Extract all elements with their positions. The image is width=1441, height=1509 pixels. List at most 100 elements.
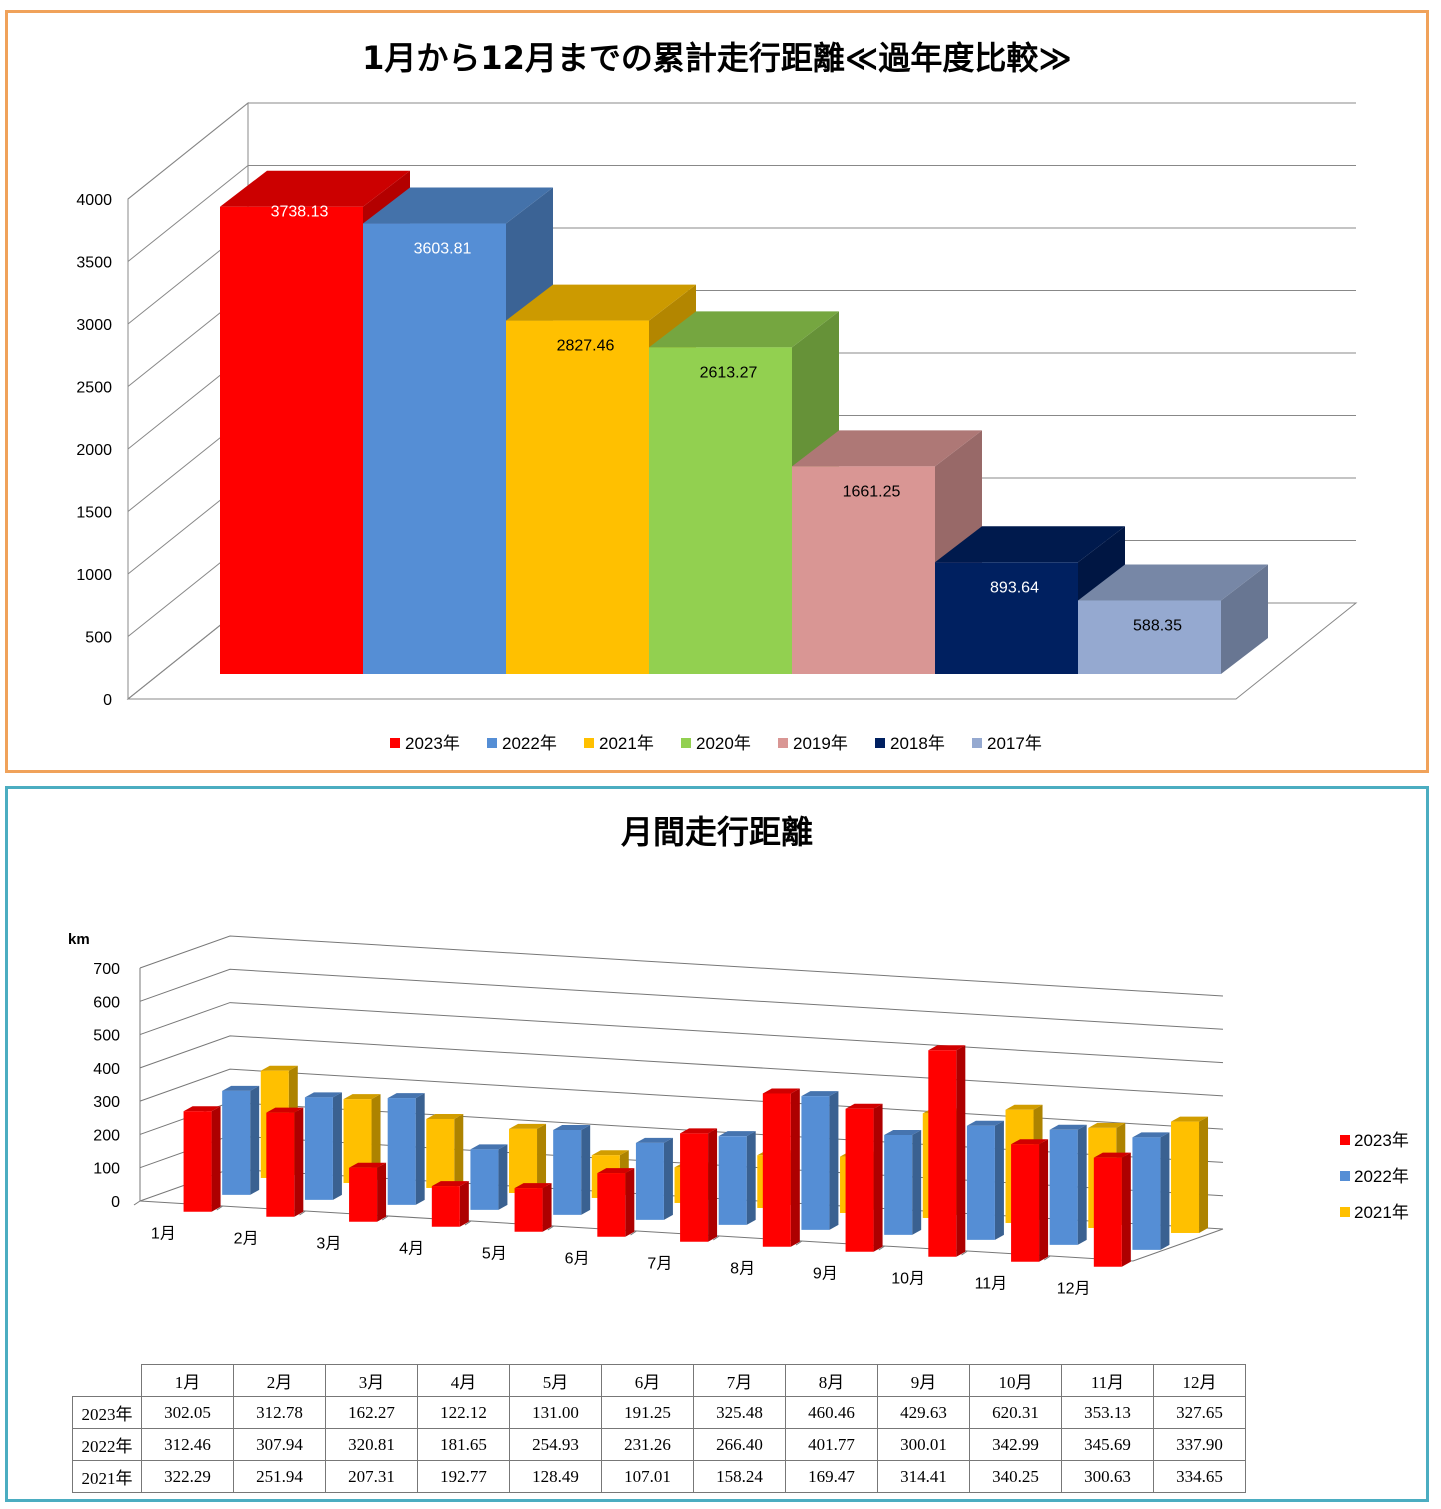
bar [387,1098,416,1205]
bar [1011,1144,1040,1262]
bar [514,1188,543,1232]
bar [966,1125,995,1240]
x-tick-label: 9月 [813,1266,838,1283]
y-tick-label: 0 [111,1194,120,1211]
bar [801,1096,830,1230]
legend-label: 2020年 [696,734,751,753]
table-cell: 302.05 [141,1396,234,1429]
bar [635,1142,664,1220]
table-column-header: 3月 [325,1364,418,1397]
table-cell: 162.27 [325,1396,418,1429]
bar-top [506,284,696,321]
bar-side [1077,1124,1087,1245]
gridline [139,935,1224,997]
legend-swatch [487,738,497,748]
table-cell: 207.31 [325,1460,418,1493]
legend-swatch [681,738,691,748]
bar-top [1171,1116,1209,1122]
x-tick-label: 7月 [647,1256,672,1273]
data-label: 2827.46 [557,338,615,355]
bar [935,562,1078,674]
bar [363,223,506,674]
bar-top [1093,1152,1131,1158]
bar-top [718,1131,756,1137]
x-tick [630,1230,637,1236]
bar-side [454,1113,464,1188]
cumulative-chart-panel: 1月から12月までの累計走行距離≪過年度比較≫ 0 500 1000 1500 2000… [5,10,1429,773]
bar-side [1199,1116,1209,1233]
bar-top [635,1137,673,1143]
bar-top [1088,1122,1126,1128]
x-tick-label: 2月 [234,1231,259,1248]
bar-top [220,170,410,207]
table-row: 2022年 312.46 307.94 320.81 181.65 254.93 231.2… [72,1428,1246,1461]
bar-top [845,1103,883,1109]
bar-side [625,1168,635,1237]
x-tick [712,1235,720,1241]
bar-side [459,1181,469,1227]
bar-side [537,1123,547,1193]
legend-swatch [1340,1207,1350,1217]
bar-side [581,1125,591,1215]
bar-top [1049,1124,1087,1130]
table-corner [72,1364,142,1397]
table-cell: 345.69 [1061,1428,1154,1461]
y-tick-label: 600 [93,994,120,1011]
bar [470,1149,499,1210]
bar-side [873,1103,883,1252]
bar-top [470,1144,508,1150]
bar-top [966,1120,1004,1126]
table-row: 2021年 322.29 251.94 207.31 192.77 128.49 107.0… [72,1460,1246,1493]
table-column-header: 4月 [417,1364,510,1397]
bar-top [591,1150,629,1156]
y-tick-label: 200 [93,1127,120,1144]
table-row-header: 2023年 [72,1396,142,1429]
legend-label: 2023年 [405,734,460,753]
monthly-chart-panel: 月間走行距離 0 100 200 300 400 500 600 700 km 1月 2月 3月 4月 5… [5,786,1429,1502]
legend-swatch [1340,1171,1350,1181]
x-tick-label: 6月 [565,1251,590,1268]
data-label: 1661.25 [843,483,901,500]
bar-top [387,1093,425,1099]
bar-side [294,1107,304,1217]
bar-side [1160,1132,1170,1250]
x-tick [216,1205,224,1211]
bar-side [542,1183,552,1232]
bar [597,1173,626,1237]
bar [220,206,363,674]
bar-side [994,1120,1004,1240]
legend-swatch [875,738,885,748]
x-tick [133,1200,141,1206]
y-tick-label: 500 [93,1028,120,1045]
bar-top [349,1162,387,1168]
table-cell: 353.13 [1061,1396,1154,1429]
bar [928,1050,957,1257]
table-cell: 254.93 [509,1428,602,1461]
bar-side [377,1162,387,1222]
table-cell: 460.46 [785,1396,878,1429]
bar-top [680,1128,718,1134]
legend-swatch [778,738,788,748]
bar [431,1186,460,1227]
table-cell: 158.24 [693,1460,786,1493]
y-tick-label: 3500 [76,255,112,272]
bar-side [708,1128,718,1242]
table-cell: 300.01 [877,1428,970,1461]
bar-top [792,430,982,467]
monthly-data-table: 1月 2月 3月 4月 5月 6月 7月 8月 9月 10月 11月 12月 2023年 302.05 31… [72,1364,1246,1493]
bar-side [790,1088,800,1247]
legend-label: 2017年 [987,734,1042,753]
y-tick-label: 4000 [76,192,112,209]
table-cell: 312.46 [141,1428,234,1461]
bar [680,1133,709,1242]
x-tick-label: 11月 [975,1276,1008,1293]
table-cell: 429.63 [877,1396,970,1429]
table-cell: 337.90 [1153,1428,1246,1461]
table-column-header: 8月 [785,1364,878,1397]
table-cell: 192.77 [417,1460,510,1493]
x-tick [961,1250,968,1256]
bar-top [884,1129,922,1135]
table-column-header: 2月 [233,1364,326,1397]
y-tick-label: 700 [93,961,120,978]
x-tick [547,1225,555,1231]
